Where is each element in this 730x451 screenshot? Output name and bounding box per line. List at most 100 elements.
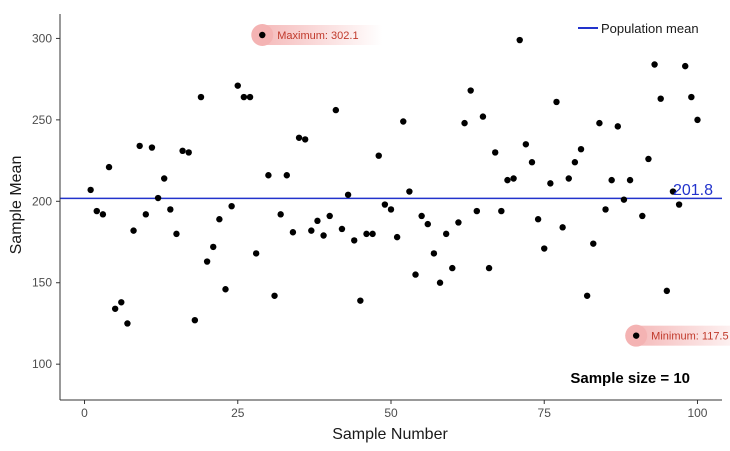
data-point xyxy=(308,227,315,234)
data-point xyxy=(596,119,603,127)
data-point xyxy=(663,287,671,295)
data-point xyxy=(265,172,272,179)
data-point xyxy=(130,227,137,234)
data-point xyxy=(645,155,652,163)
data-point xyxy=(363,230,370,238)
maximum-annotation-highlight xyxy=(262,25,383,46)
data-point xyxy=(547,180,554,187)
data-point xyxy=(142,211,150,218)
data-point xyxy=(93,207,100,215)
data-point xyxy=(222,286,229,293)
y-tick-label: 300 xyxy=(32,31,52,45)
data-point xyxy=(271,292,278,299)
x-axis-title: Sample Number xyxy=(332,426,448,443)
data-point xyxy=(516,36,523,44)
data-point xyxy=(455,219,462,226)
x-tick-label: 50 xyxy=(384,406,398,420)
data-point xyxy=(694,116,701,124)
data-point xyxy=(614,123,621,130)
data-point xyxy=(626,176,634,184)
data-point xyxy=(565,175,572,182)
data-point xyxy=(289,229,297,236)
y-tick-label: 200 xyxy=(32,194,52,208)
data-point xyxy=(583,292,591,299)
data-point xyxy=(651,61,658,68)
data-point xyxy=(246,93,254,101)
data-point xyxy=(473,207,481,215)
data-point xyxy=(424,220,431,228)
data-point xyxy=(412,271,419,278)
data-point xyxy=(111,305,119,312)
data-point xyxy=(191,316,199,324)
data-point xyxy=(393,233,401,241)
data-point xyxy=(442,230,450,238)
x-tick-label: 100 xyxy=(687,406,707,420)
data-point xyxy=(387,206,395,213)
data-point xyxy=(295,134,303,141)
data-point xyxy=(657,95,664,102)
data-point xyxy=(467,87,474,94)
data-point xyxy=(381,201,389,208)
data-point xyxy=(154,194,162,202)
data-point xyxy=(167,206,174,213)
data-point xyxy=(259,31,266,39)
data-point xyxy=(148,144,156,151)
data-point xyxy=(301,136,309,143)
y-tick-label: 100 xyxy=(32,357,52,371)
data-point xyxy=(203,258,211,265)
data-point xyxy=(277,211,284,218)
data-point xyxy=(571,159,579,166)
data-point xyxy=(498,207,505,215)
mean-value-label: 201.8 xyxy=(673,182,713,199)
data-point xyxy=(675,201,683,208)
sample-size-label: Sample size = 10 xyxy=(570,370,690,387)
data-point xyxy=(105,163,113,171)
data-point xyxy=(351,237,358,244)
data-point xyxy=(283,172,290,179)
data-point xyxy=(179,147,186,155)
maximum-annotation: Maximum: 302.1 xyxy=(251,24,383,47)
data-point xyxy=(375,152,382,159)
data-point xyxy=(577,145,585,153)
minimum-annotation-highlight xyxy=(636,325,730,346)
data-point xyxy=(504,176,511,184)
x-tick-label: 75 xyxy=(538,406,552,420)
data-point xyxy=(228,202,235,210)
data-point xyxy=(534,216,542,223)
data-point xyxy=(216,216,223,223)
data-point xyxy=(492,149,499,156)
data-point xyxy=(314,217,321,225)
minimum-annotation: Minimum: 117.5 xyxy=(625,324,730,347)
data-point xyxy=(461,119,468,127)
data-point xyxy=(344,191,352,198)
legend-label-population-mean: Population mean xyxy=(601,21,699,36)
data-point xyxy=(320,232,327,239)
data-point xyxy=(485,264,493,272)
data-point xyxy=(369,230,376,238)
minimum-annotation-label: Minimum: 117.5 xyxy=(651,331,728,343)
data-point xyxy=(559,224,566,231)
data-point xyxy=(541,245,548,252)
data-point xyxy=(418,212,425,220)
data-point xyxy=(400,118,407,125)
data-point xyxy=(136,142,143,150)
plot-area: Maximum: 302.1 Minimum: 117.5 xyxy=(60,24,730,347)
data-point xyxy=(99,211,107,218)
data-point xyxy=(688,93,695,101)
data-point xyxy=(522,141,530,148)
data-point xyxy=(185,149,192,156)
data-point xyxy=(590,240,597,247)
x-tick-label: 0 xyxy=(81,406,88,420)
data-point xyxy=(197,93,205,101)
data-point xyxy=(632,332,640,339)
data-point xyxy=(602,206,609,213)
data-point xyxy=(682,62,689,70)
data-point xyxy=(449,264,456,272)
data-point xyxy=(430,250,438,257)
data-point xyxy=(479,113,487,120)
data-point xyxy=(357,297,364,304)
legend: Population mean xyxy=(578,21,699,36)
y-axis-title: Sample Mean xyxy=(8,156,25,255)
data-point xyxy=(87,186,94,194)
